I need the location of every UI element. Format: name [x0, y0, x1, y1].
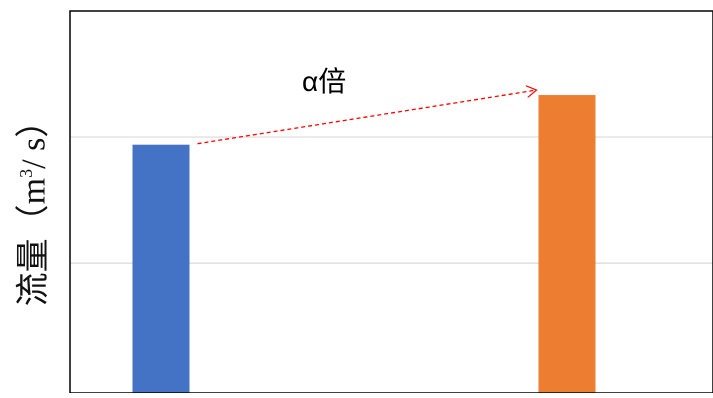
bar-1: [132, 144, 190, 393]
annotation-layer: [197, 90, 537, 145]
annotation-label: α倍: [302, 66, 347, 97]
bars: [132, 95, 596, 393]
bar-2: [538, 95, 596, 393]
annotation-arrow: [197, 90, 537, 145]
